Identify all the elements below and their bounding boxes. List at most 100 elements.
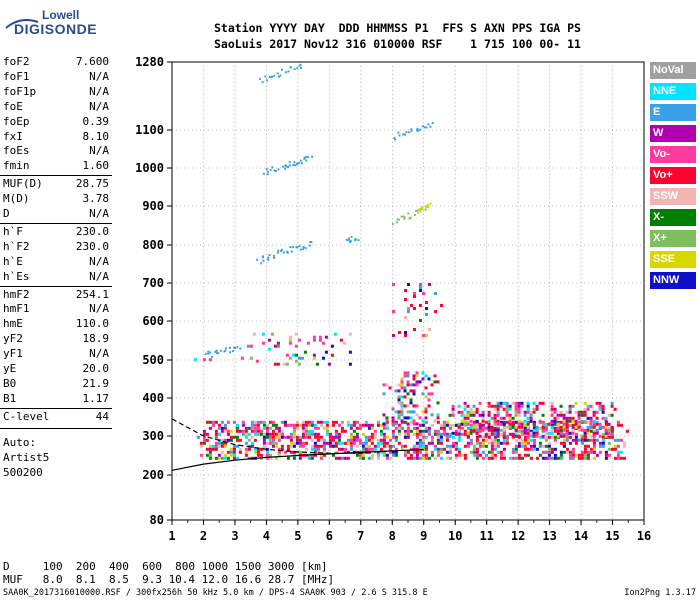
echo-pixel [250,423,254,427]
param-row-fmin: fmin 1.60 [3,159,109,173]
trace-pixel [288,164,291,167]
echo-pixel [339,338,343,342]
echo-pixel [322,444,326,448]
echo-pixel [565,431,569,435]
echo-pixel [502,453,506,457]
echo-pixel [559,450,563,454]
echo-pixel [348,362,352,366]
trace-pixel [402,133,405,136]
echo-pixel [364,435,368,439]
echo-pixel [571,425,575,429]
echo-pixel [544,450,548,454]
echo-pixel [595,431,599,435]
trace-pixel [267,258,270,261]
param-name: yE [3,362,17,375]
echo-pixel [469,407,473,411]
echo-pixel [589,422,593,426]
echo-pixel [328,435,332,439]
echo-pixel [367,444,371,448]
echo-pixel [318,338,322,342]
echo-pixel [409,420,413,424]
echo-pixel [404,331,407,334]
echo-pixel [496,401,500,405]
echo-pixel [385,426,389,430]
echo-pixel [241,423,245,427]
echo-pixel [328,438,332,442]
echo-pixel [454,453,458,457]
echo-pixel [550,431,554,435]
echo-pixel [265,435,269,439]
trace-pixel [266,79,269,82]
echo-pixel [517,444,521,448]
echo-pixel [517,456,521,460]
echo-pixel [349,447,353,451]
trace-pixel [409,216,412,219]
echo-pixel [424,407,428,411]
trace-pixel [215,352,218,355]
echo-pixel [271,429,275,433]
echo-pixel [517,434,521,438]
echo-pixel [583,407,587,411]
echo-pixel [364,420,368,424]
echo-pixel [583,413,587,417]
param-name: foF1p [3,84,37,98]
echo-pixel [324,335,328,339]
echo-pixel [436,416,440,420]
echo-pixel [217,456,221,460]
echo-pixel [253,432,257,436]
echo-pixel [319,456,323,460]
y-tick-label: 300 [142,429,164,443]
echo-pixel [592,438,596,442]
echo-pixel [469,450,473,454]
x-tick-label: 2 [200,529,207,543]
echo-pixel [385,383,389,387]
echo-pixel [355,435,359,439]
echo-pixel [490,447,494,451]
echo-pixel [255,359,259,363]
trace-pixel [296,246,299,249]
echo-pixel [469,428,473,432]
echo-pixel [406,416,410,420]
echo-pixel [535,404,539,408]
echo-pixel [256,453,260,457]
echo-pixel [205,432,209,436]
param-value: 110.0 [75,317,109,331]
echo-pixel [289,450,293,454]
echo-pixel [226,432,230,436]
echo-pixel [277,447,281,451]
echo-pixel [577,425,581,429]
echo-pixel [502,428,506,432]
echo-pixel [475,425,479,429]
echo-pixel [574,410,578,414]
echo-pixel [595,422,599,426]
echo-pixel [439,423,443,427]
param-name: h`E [3,254,23,268]
echo-pixel [550,447,554,451]
echo-pixel [448,450,452,454]
trace-pixel [305,159,308,162]
echo-pixel [310,423,314,427]
echo-pixel [415,450,419,454]
echo-pixel [289,423,293,427]
trace-pixel [229,351,232,354]
echo-pixel [430,438,434,442]
param-value: 44 [95,409,109,423]
echo-pixel [562,413,566,417]
echo-pixel [367,447,371,451]
trace-pixel [286,250,288,253]
trace-pixel [348,238,350,241]
echo-pixel [415,374,419,378]
echo-pixel [577,428,581,432]
echo-pixel [568,423,572,427]
echo-pixel [574,419,578,423]
echo-pixel [403,374,407,378]
echo-pixel [271,423,275,427]
echo-pixel [415,435,419,439]
echo-pixel [556,420,560,424]
echo-pixel [478,429,482,433]
echo-pixel [496,410,500,414]
echo-pixel [505,441,509,445]
echo-pixel [425,313,428,316]
echo-pixel [592,444,596,448]
echo-pixel [349,426,353,430]
